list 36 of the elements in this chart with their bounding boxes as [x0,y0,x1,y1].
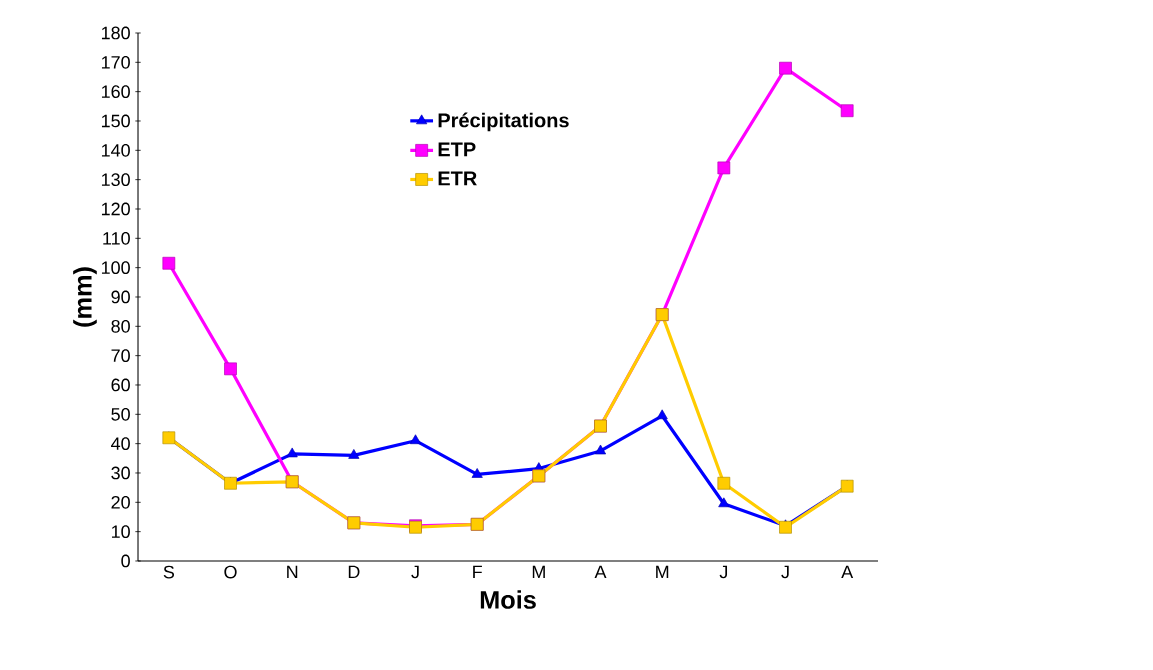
y-tick-label: 130 [101,173,130,187]
legend-label: ETR [438,171,477,186]
x-tick-label: J [411,565,419,579]
x-tick-label: N [287,565,298,579]
x-tick-label: O [224,565,237,579]
y-tick-label: 170 [101,55,130,69]
y-tick-label: 150 [101,114,130,128]
legend-label: Précipitations [438,112,569,132]
y-tick-label: 80 [111,319,130,333]
y-tick-label: 50 [111,407,130,421]
y-tick-label: 40 [111,437,130,451]
x-tick-label: A [841,565,854,579]
x-axis-title: Mois [480,590,536,609]
y-tick-label: 20 [111,495,130,509]
y-tick-label: 100 [101,261,130,275]
y-tick-label: 70 [111,349,130,363]
x-tick-label: S [163,565,175,579]
x-tick-label: M [532,565,545,579]
y-tick-label: 180 [101,26,130,40]
y-tick-label: 160 [101,85,130,99]
y-tick-label: 140 [101,143,130,157]
y-tick-label: 0 [121,554,130,568]
x-tick-label: A [594,565,607,579]
y-tick-label: 110 [103,231,130,245]
x-tick-label: F [473,565,482,579]
x-tick-label: M [656,565,669,579]
y-tick-label: 120 [101,202,130,216]
y-tick-label: 30 [111,466,130,480]
y-tick-label: 90 [111,290,130,304]
x-tick-label: J [719,565,728,579]
y-tick-label: 60 [111,378,130,392]
legend-label: ETP [438,142,476,157]
x-tick-label: D [348,565,360,579]
x-tick-label: J [781,565,789,579]
y-axis-title: (mm) [73,267,97,327]
y-tick-label: 10 [111,525,130,539]
